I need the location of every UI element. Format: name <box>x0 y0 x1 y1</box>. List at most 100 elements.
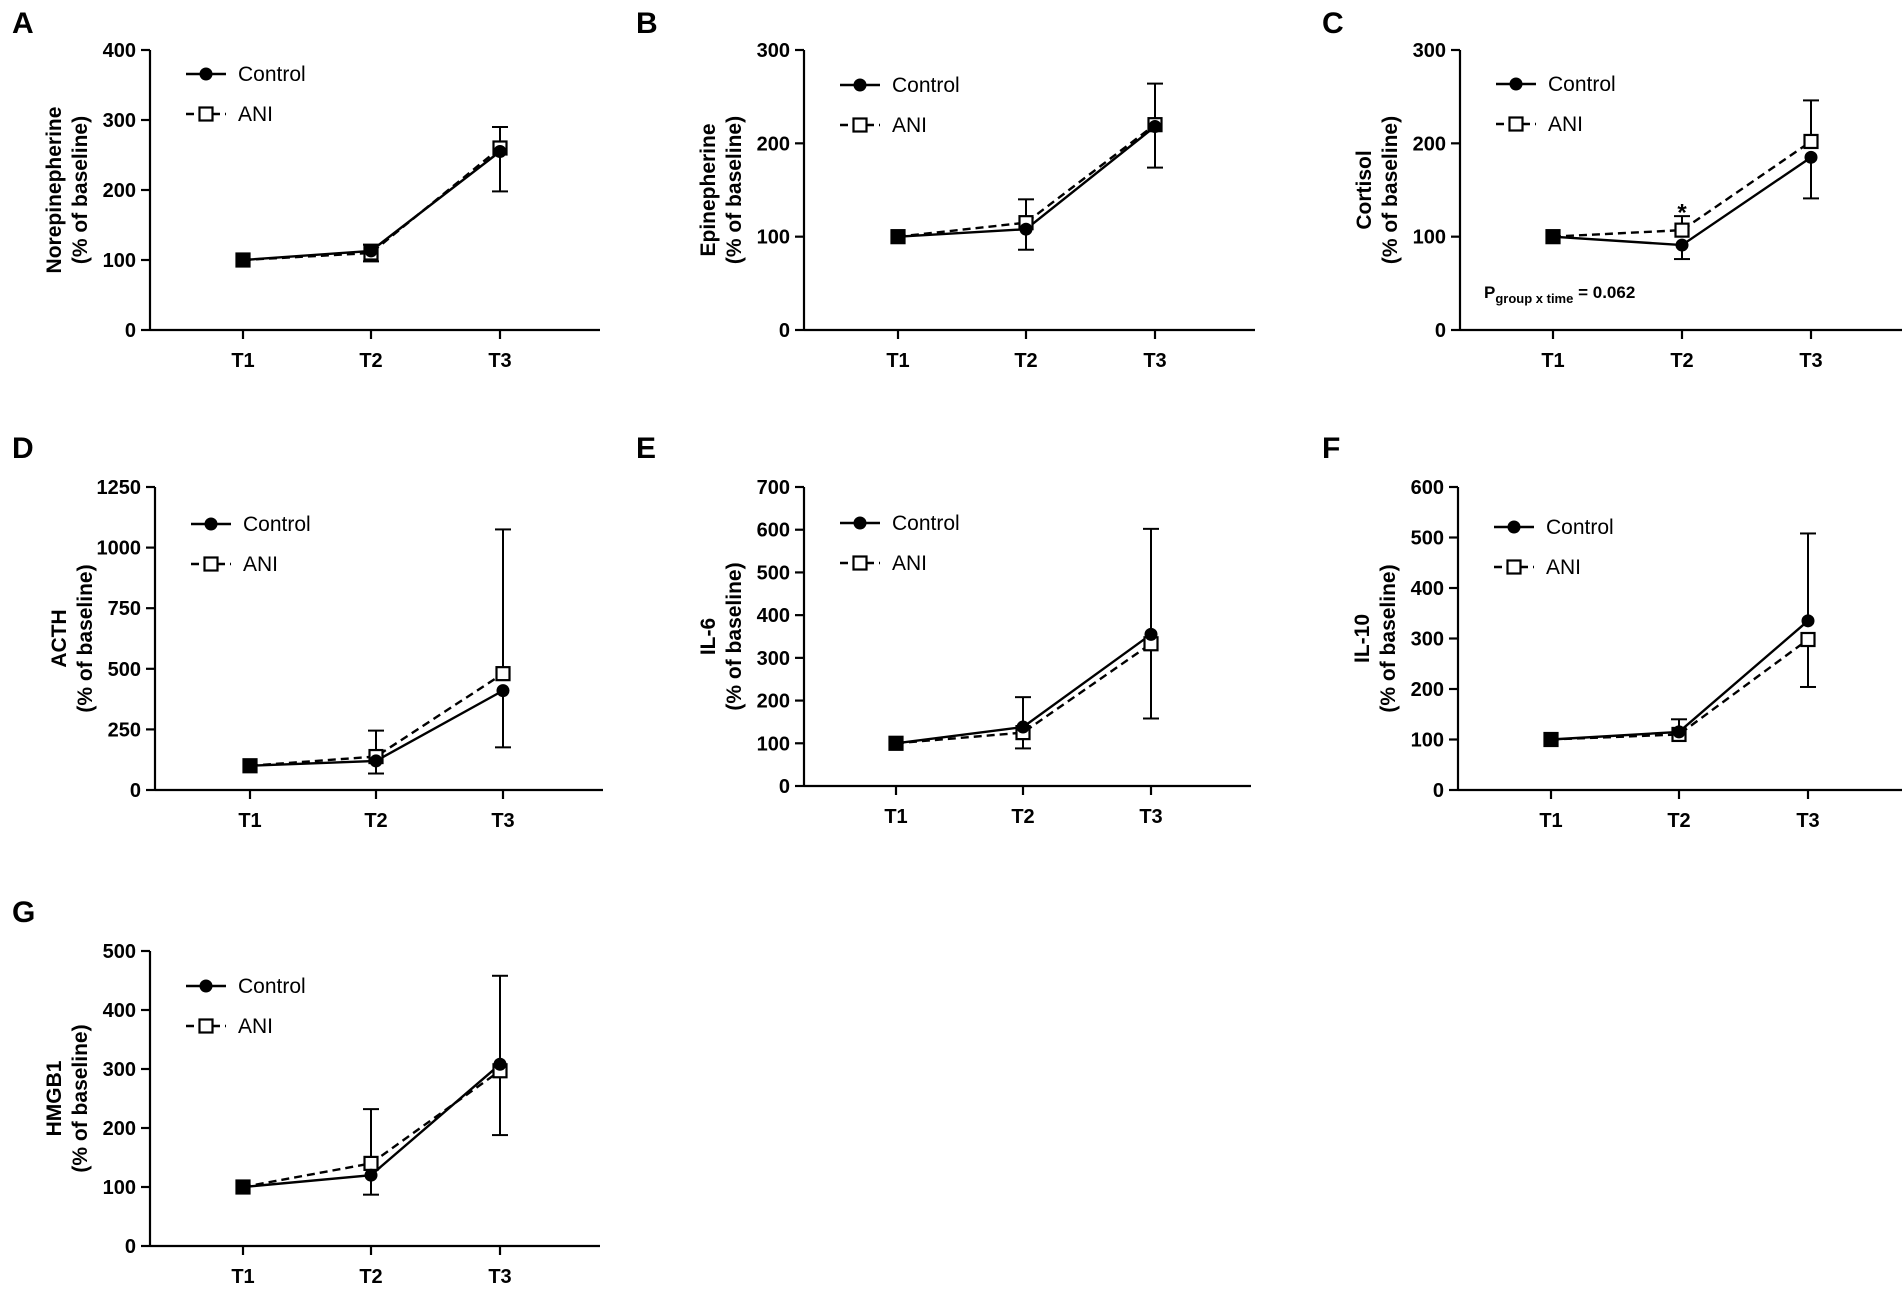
x-tick-label: T2 <box>1014 350 1037 372</box>
point-control <box>493 1057 507 1071</box>
x-tick-label: T1 <box>231 350 254 372</box>
y-tick-label: 1250 <box>97 477 142 499</box>
legend-label-ani: ANI <box>892 552 927 575</box>
y-tick-label: 200 <box>757 691 790 713</box>
panel-letter: F <box>1322 432 1340 465</box>
y-tick-label: 0 <box>130 780 141 802</box>
series-line-ani <box>1552 140 1812 238</box>
y-tick-label: 700 <box>757 477 790 499</box>
y-tick-label: 300 <box>1411 629 1444 651</box>
y-tick-label: 0 <box>125 320 136 342</box>
x-tick-label: T2 <box>1670 350 1693 372</box>
legend-marker-ani <box>1508 116 1524 132</box>
panel-letter: C <box>1322 7 1344 40</box>
legend-label-control: Control <box>1548 73 1616 96</box>
x-tick-label: T2 <box>359 350 382 372</box>
y-tick-label: 0 <box>1435 320 1446 342</box>
point-control <box>364 1168 378 1182</box>
significance-star: * <box>1677 200 1687 227</box>
point-control <box>1148 120 1162 134</box>
legend-marker-ani <box>203 556 219 572</box>
panel-c: C 0 100 200 300 T1 T2 T3 Cortisol (% of baseline)… <box>1322 7 1902 372</box>
y-tick-label: 500 <box>103 941 136 963</box>
y-tick-label: 500 <box>757 562 790 584</box>
y-tick-label: 100 <box>1411 730 1444 752</box>
point-control <box>493 145 507 158</box>
legend-marker-ani <box>852 117 868 133</box>
legend-label-ani: ANI <box>1548 113 1583 136</box>
y-tick-label: 200 <box>757 133 790 155</box>
panel-letter: A <box>12 7 34 40</box>
x-tick-label: T3 <box>1139 806 1162 828</box>
y-axis-label-line2: (% of baseline) <box>1379 116 1402 264</box>
p-value-annotation: Pgroup x time = 0.062 <box>1484 283 1635 306</box>
point-ani <box>1545 229 1561 245</box>
y-tick-label: 200 <box>1411 679 1444 701</box>
y-tick-label: 600 <box>1411 477 1444 499</box>
y-tick-label: 300 <box>757 40 790 62</box>
x-tick-label: T2 <box>359 1266 382 1288</box>
x-tick-label: T1 <box>1541 350 1564 372</box>
x-tick-label: T3 <box>491 810 514 832</box>
y-axis-label-line2: (% of baseline) <box>1377 564 1400 712</box>
y-tick-label: 300 <box>103 1059 136 1081</box>
panel-b: B 0 100 200 300 T1 T2 T3 Epinepherine (% of basel… <box>636 7 1255 372</box>
legend-marker-control <box>199 67 213 81</box>
legend-marker-control <box>1509 77 1523 91</box>
point-ani <box>1800 631 1816 648</box>
legend-marker-control <box>1507 520 1521 534</box>
y-tick-label: 400 <box>757 605 790 627</box>
y-axis-label-line2: (% of baseline) <box>723 562 746 710</box>
panel-letter: B <box>636 7 658 40</box>
x-tick-label: T1 <box>1539 810 1562 832</box>
panel-e: E 0 100 200 300 400 500 600 700 T1 T2 T3 IL-6 (% of b… <box>636 432 1251 828</box>
y-tick-label: 300 <box>1413 40 1446 62</box>
panel-letter: G <box>12 896 35 929</box>
series-line-ani <box>897 123 1156 238</box>
y-axis-label-line1: Norepinepherine <box>43 107 66 274</box>
y-axis-label-line1: ACTH <box>48 609 71 667</box>
y-axis-label: ACTH (% of baseline) <box>48 564 97 712</box>
y-axis-label-line1: IL-6 <box>697 618 720 655</box>
x-tick-label: T3 <box>1799 350 1822 372</box>
y-tick-label: 100 <box>757 227 790 249</box>
legend-label-ani: ANI <box>1546 556 1581 579</box>
legend: Control ANI <box>191 513 311 576</box>
point-ani <box>888 735 904 751</box>
x-tick-label: T3 <box>1143 350 1166 372</box>
legend: Control ANI <box>1496 73 1616 136</box>
legend-marker-control <box>199 979 213 993</box>
point-control <box>364 244 378 258</box>
y-axis-label: HMGB1 (% of baseline) <box>43 1024 92 1172</box>
point-ani <box>242 758 258 774</box>
panel-letter: D <box>12 432 34 465</box>
point-control <box>1675 238 1689 252</box>
x-tick-label: T3 <box>1796 810 1819 832</box>
x-tick-label: T1 <box>886 350 909 372</box>
point-ani <box>235 1179 251 1195</box>
y-tick-label: 300 <box>757 648 790 670</box>
y-tick-label: 0 <box>1433 780 1444 802</box>
legend: Control ANI <box>1494 516 1614 579</box>
y-axis-label: Cortisol (% of baseline) <box>1353 116 1402 264</box>
point-control <box>369 754 383 768</box>
y-axis-label-line2: (% of baseline) <box>74 564 97 712</box>
y-tick-label: 400 <box>103 1000 136 1022</box>
panel-f: F 0 100 200 300 400 500 600 T1 T2 T3 IL-10 (% of bas… <box>1322 432 1902 832</box>
y-axis-label-line2: (% of baseline) <box>69 1024 92 1172</box>
legend-marker-control <box>204 517 218 531</box>
y-axis-label: Epinepherine (% of baseline) <box>697 116 746 264</box>
y-tick-label: 0 <box>779 320 790 342</box>
y-tick-label: 0 <box>779 776 790 798</box>
y-axis-label-line1: Cortisol <box>1353 150 1376 229</box>
legend-label-ani: ANI <box>892 114 927 137</box>
y-axis-label-line2: (% of baseline) <box>69 116 92 264</box>
panel-a: A 0 100 200 300 400 T1 T2 T3 Norepinepherine (% of… <box>12 7 600 372</box>
y-axis-label-line2: (% of baseline) <box>723 116 746 264</box>
legend-label-ani: ANI <box>238 103 273 126</box>
point-control <box>1144 627 1158 641</box>
y-tick-label: 200 <box>1413 133 1446 155</box>
legend-label-control: Control <box>892 74 960 97</box>
point-control <box>1019 222 1033 236</box>
panel-d: D 0 250 500 750 1000 1250 T1 T2 T3 ACTH (% of basel… <box>12 432 603 832</box>
